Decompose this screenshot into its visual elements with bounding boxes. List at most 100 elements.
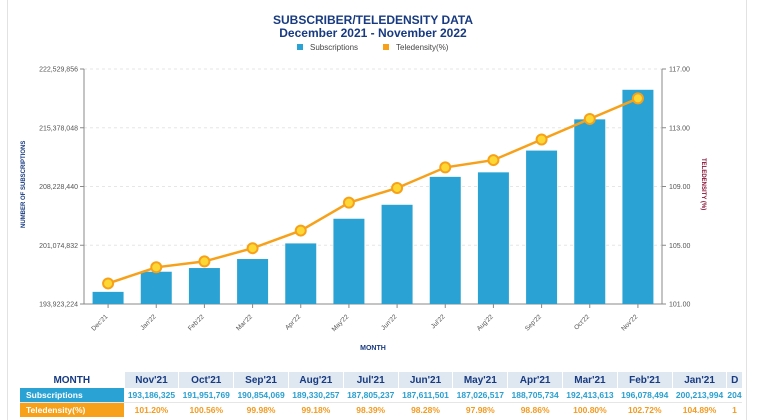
table-cell: 99.18%	[301, 405, 331, 415]
table-cell: 100.80%	[573, 405, 607, 415]
table-row-teledensity: Teledensity(%) 101.20% 100.56% 99.98% 99…	[20, 402, 742, 417]
x-tick-label: Nov'22	[620, 313, 639, 332]
bar[interactable]	[429, 176, 461, 304]
legend[interactable]: Subscriptions Teledensity(%)	[297, 43, 449, 52]
bar[interactable]	[622, 89, 654, 304]
chart-panel: SUBSCRIBER/TELEDENSITY DATA December 202…	[7, 0, 747, 420]
table-cell: 204	[726, 388, 742, 403]
chart: SUBSCRIBER/TELEDENSITY DATA December 202…	[21, 13, 706, 352]
x-tick-label: Jan'22	[139, 313, 158, 332]
left-tick-label: 208,228,440	[39, 184, 78, 191]
x-tick-label: Jun'22	[380, 313, 399, 332]
data-table: MONTH Nov'21 Oct'21 Sep'21 Aug'21 Jul'21…	[20, 372, 742, 417]
line-point[interactable]	[583, 112, 596, 125]
table-cell: 102.72%	[627, 405, 662, 415]
left-axis-ticks: 193,923,224 201,074,832 208,228,440 215,378…	[39, 67, 84, 309]
bar[interactable]	[285, 243, 317, 304]
x-tick-label: Feb'22	[187, 313, 206, 332]
line-point[interactable]	[535, 133, 548, 146]
left-tick-label: 201,074,832	[39, 243, 78, 250]
table-cell: 189,330,257	[288, 388, 344, 403]
month-col-header: Aug'21	[287, 372, 344, 388]
month-col-header: Apr'21	[507, 372, 563, 388]
table-cell: 101.20%	[134, 405, 169, 415]
line-point[interactable]	[198, 255, 211, 268]
right-tick-label: 105.00	[669, 243, 691, 250]
line-point[interactable]	[342, 196, 355, 209]
month-header: MONTH	[20, 372, 125, 388]
month-col-header: Jan'21	[671, 372, 727, 388]
teledensity-line	[107, 97, 639, 285]
table-cell: 100.56%	[189, 405, 224, 415]
gridlines	[84, 68, 662, 246]
table-cell: 98.28%	[411, 405, 440, 415]
table-cell: 187,026,517	[452, 388, 508, 403]
table-cell: 1	[732, 405, 737, 415]
teledensity-markers	[102, 92, 644, 290]
x-axis-ticks: Dec'21 Jan'22 Feb'22 Mar'22 Apr'22 May'22 Jun'…	[90, 304, 640, 333]
x-tick-label: Apr'22	[284, 313, 302, 331]
legend-label-subscriptions[interactable]: Subscriptions	[310, 43, 358, 52]
table-cell: 98.86%	[520, 405, 550, 415]
data-table-container[interactable]: MONTH Nov'21 Oct'21 Sep'21 Aug'21 Jul'21…	[20, 372, 742, 420]
month-col-header: Jul'21	[342, 372, 399, 388]
bar[interactable]	[526, 150, 558, 304]
bar[interactable]	[381, 204, 413, 304]
chart-title: SUBSCRIBER/TELEDENSITY DATA	[273, 13, 473, 27]
line-point[interactable]	[487, 154, 500, 167]
line-point[interactable]	[246, 242, 259, 255]
left-tick-label: 215,378,048	[39, 125, 78, 132]
month-col-header: D	[726, 372, 742, 388]
month-col-header: Sep'21	[233, 372, 289, 388]
right-tick-label: 113.00	[669, 125, 690, 132]
x-tick-label: Dec'21	[90, 313, 109, 332]
bar[interactable]	[188, 268, 220, 304]
legend-label-teledensity[interactable]: Teledensity(%)	[396, 43, 449, 52]
x-axis-title: MONTH	[360, 345, 386, 352]
table-cell: 98.39%	[356, 405, 386, 415]
chart-subtitle: December 2021 - November 2022	[279, 26, 467, 40]
left-axis-title: NUMBER OF SUBSCRIPTIONS	[21, 141, 27, 228]
table-cell: 193,186,325	[124, 388, 179, 403]
right-axis-ticks: 101.00 105.00 109.00 113.00 117.00	[662, 67, 691, 309]
table-cell: 190,854,069	[233, 388, 289, 403]
month-col-header: Jun'21	[397, 372, 453, 388]
line-point[interactable]	[102, 277, 115, 290]
table-cell: 97.98%	[465, 405, 495, 415]
right-tick-label: 101.00	[669, 302, 691, 309]
line-point[interactable]	[150, 261, 163, 274]
bar[interactable]	[333, 218, 365, 304]
month-col-header: Nov'21	[123, 372, 179, 388]
line-point[interactable]	[439, 161, 452, 174]
right-axis-title: TELEDENSITY (%)	[700, 158, 706, 210]
line-point[interactable]	[294, 224, 307, 237]
line-point[interactable]	[631, 92, 644, 105]
month-col-header: Oct'21	[178, 372, 234, 388]
row-label-subscriptions: Subscriptions	[20, 388, 125, 403]
row-label-teledensity: Teledensity(%)	[20, 402, 125, 417]
bar[interactable]	[574, 119, 606, 304]
x-tick-label: Jul'22	[430, 313, 447, 330]
table-cell: 187,611,501	[398, 388, 453, 403]
bar[interactable]	[92, 291, 124, 304]
table-row-subscriptions: Subscriptions 193,186,325 191,951,769 19…	[20, 388, 742, 403]
x-tick-label: Oct'22	[573, 313, 591, 331]
table-cell: 200,213,994	[672, 388, 727, 403]
month-col-header: Feb'21	[616, 372, 673, 388]
table-cell: 104.89%	[682, 405, 717, 415]
month-col-header: May'21	[452, 372, 508, 388]
bar[interactable]	[237, 259, 269, 304]
legend-swatch-teledensity	[383, 44, 389, 50]
left-tick-label: 193,923,224	[39, 302, 78, 309]
x-tick-label: Aug'22	[476, 313, 495, 332]
line-point[interactable]	[391, 181, 404, 194]
table-header-row: MONTH Nov'21 Oct'21 Sep'21 Aug'21 Jul'21…	[20, 372, 742, 388]
x-tick-label: Sep'22	[524, 313, 543, 332]
bars	[92, 89, 654, 304]
table-cell: 191,951,769	[178, 388, 234, 403]
bar[interactable]	[140, 271, 172, 304]
left-tick-label: 222,529,856	[39, 67, 78, 74]
x-tick-label: Mar'22	[235, 313, 254, 332]
bar[interactable]	[477, 172, 509, 304]
table-cell: 99.98%	[246, 405, 276, 415]
